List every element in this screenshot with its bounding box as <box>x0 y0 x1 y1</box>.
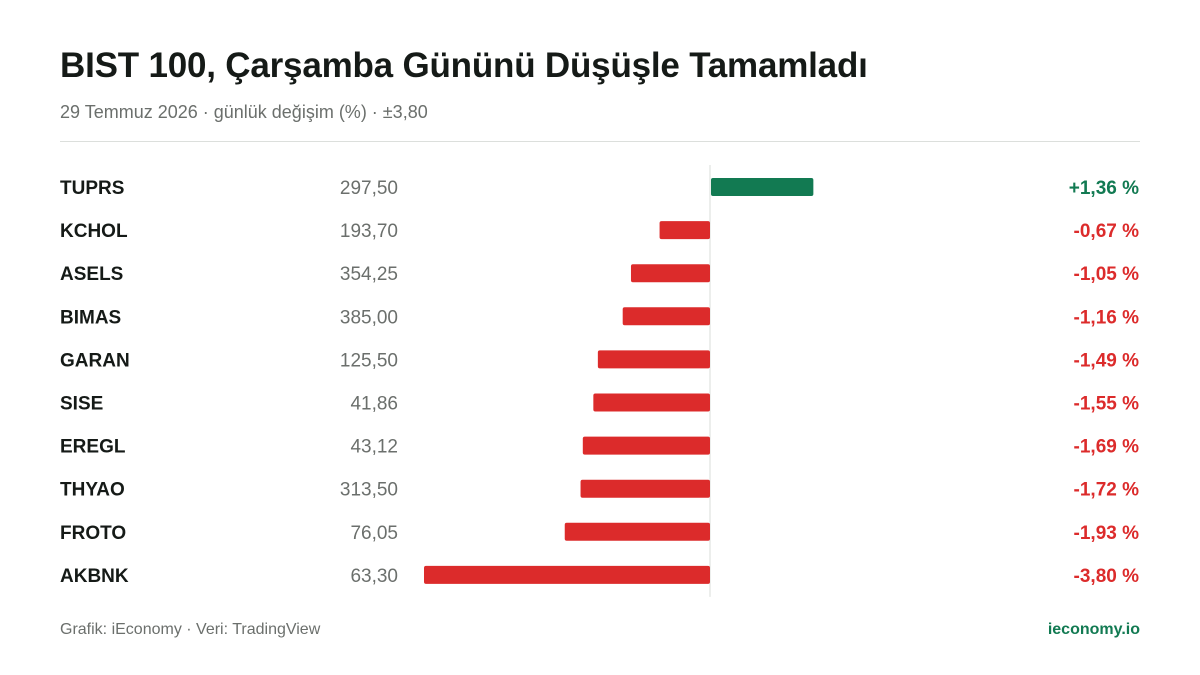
bar-thyao <box>580 479 710 498</box>
change-label: -3,80 % <box>1074 566 1140 587</box>
ticker-label: SISE <box>60 394 103 415</box>
change-label: -1,55 % <box>1074 394 1140 415</box>
bar-garan <box>597 350 710 369</box>
bar-akbnk <box>424 565 710 584</box>
change-label: -0,67 % <box>1074 221 1140 242</box>
bar-tuprs <box>711 178 814 196</box>
bar-froto <box>564 522 710 541</box>
price-label: 385,00 <box>340 307 398 328</box>
price-label: 43,12 <box>350 437 398 458</box>
change-label: -1,72 % <box>1074 480 1140 501</box>
ticker-label: FROTO <box>60 523 126 544</box>
ticker-label: TUPRS <box>60 178 124 199</box>
change-label: -1,05 % <box>1074 264 1140 285</box>
change-label: -1,49 % <box>1074 350 1140 371</box>
bar-bimas <box>622 307 710 326</box>
price-label: 63,30 <box>350 566 398 587</box>
price-label: 193,70 <box>340 221 398 242</box>
site-link[interactable]: ieconomy.io <box>1047 621 1140 638</box>
bar-eregl <box>582 436 710 455</box>
price-label: 297,50 <box>340 178 398 199</box>
ticker-label: AKBNK <box>60 566 129 587</box>
price-label: 125,50 <box>340 350 398 371</box>
price-label: 76,05 <box>350 523 398 544</box>
chart-subtitle: 29 Temmuz 2026 · günlük değişim (%) · ±3… <box>60 102 428 122</box>
chart-title: BIST 100, Çarşamba Gününü Düşüşle Tamaml… <box>60 46 868 85</box>
price-label: 313,50 <box>340 480 398 501</box>
bar-sise <box>593 393 710 412</box>
ticker-label: KCHOL <box>60 221 128 242</box>
header-divider <box>60 141 1140 142</box>
bar-asels <box>630 264 710 283</box>
price-label: 41,86 <box>350 394 398 415</box>
source-credit: Grafik: iEconomy · Veri: TradingView <box>60 621 321 638</box>
change-label: -1,16 % <box>1074 307 1140 328</box>
price-label: 354,25 <box>340 264 398 285</box>
ticker-label: EREGL <box>60 437 126 458</box>
ticker-label: BIMAS <box>60 307 121 328</box>
change-label: -1,93 % <box>1074 523 1140 544</box>
ticker-label: ASELS <box>60 264 123 285</box>
ticker-label: GARAN <box>60 350 130 371</box>
change-label: -1,69 % <box>1074 437 1140 458</box>
ticker-label: THYAO <box>60 480 125 501</box>
bar-kchol <box>659 221 710 240</box>
change-label: +1,36 % <box>1069 178 1139 199</box>
